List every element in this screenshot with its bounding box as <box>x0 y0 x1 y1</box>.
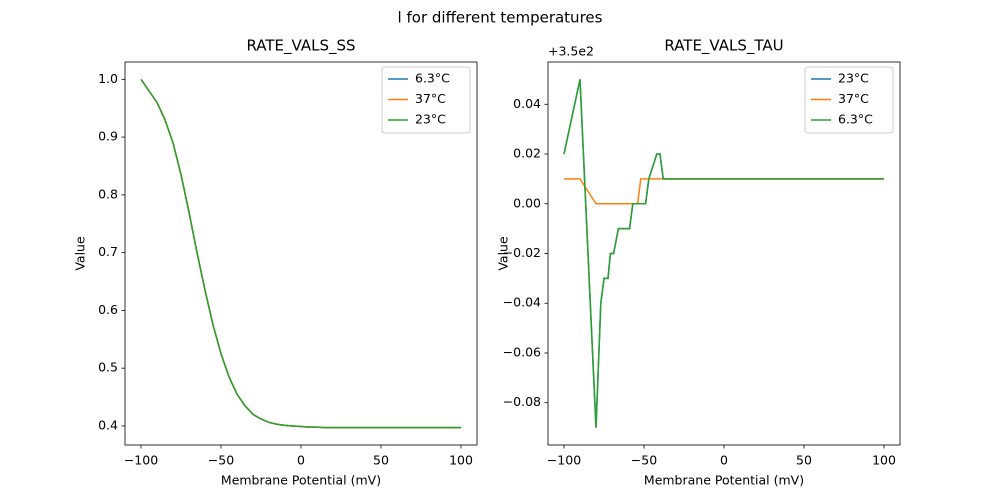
series-line <box>140 78 461 429</box>
x-tick-label: 0 <box>720 453 728 468</box>
y-offset-label: +3.5e2 <box>548 44 594 59</box>
y-tick-label: −0.06 <box>503 344 541 359</box>
legend-label: 6.3°C <box>838 112 873 127</box>
y-tick-label: 0.8 <box>98 186 118 201</box>
x-tick-label: −50 <box>631 453 657 468</box>
series-line <box>564 178 884 205</box>
axes-title: RATE_VALS_SS <box>246 37 355 56</box>
y-tick-label: 0.4 <box>98 417 118 432</box>
y-tick-label: 0.9 <box>98 129 118 144</box>
x-tick-label: −100 <box>547 453 581 468</box>
x-tick-label: 100 <box>872 453 896 468</box>
y-tick-label: 0.7 <box>98 244 118 259</box>
legend-label: 37°C <box>838 91 869 106</box>
y-tick-label: −0.02 <box>503 245 541 260</box>
x-tick-label: −50 <box>208 453 234 468</box>
x-axis-label: Membrane Potential (mV) <box>221 473 381 488</box>
axes-frame <box>124 61 478 446</box>
y-tick-label: 0.04 <box>513 96 541 111</box>
x-tick-label: 50 <box>796 453 812 468</box>
x-tick-label: −100 <box>124 453 158 468</box>
axes-title: RATE_VALS_TAU <box>664 37 783 56</box>
x-tick-label: 100 <box>449 453 473 468</box>
y-tick-label: 0.5 <box>98 360 118 375</box>
y-tick-label: 0.00 <box>513 195 541 210</box>
x-axis-label: Membrane Potential (mV) <box>644 473 804 488</box>
y-tick-label: 0.6 <box>98 302 118 317</box>
y-tick-label: 0.02 <box>513 146 541 161</box>
figure-title: l for different temperatures <box>398 9 603 27</box>
legend-label: 23°C <box>838 71 869 86</box>
axes-frame <box>547 61 901 446</box>
legend-label: 37°C <box>415 91 446 106</box>
y-tick-label: −0.04 <box>503 295 541 310</box>
y-axis-label: Value <box>496 236 511 271</box>
legend-box <box>381 66 471 134</box>
y-tick-label: −0.08 <box>503 394 541 409</box>
series-line <box>563 79 884 428</box>
legend-box <box>804 66 894 134</box>
y-axis-label: Value <box>73 236 88 271</box>
x-tick-label: 50 <box>373 453 389 468</box>
x-tick-label: 0 <box>297 453 305 468</box>
legend-label: 23°C <box>415 112 446 127</box>
legend-label: 6.3°C <box>415 71 450 86</box>
y-tick-label: 1.0 <box>98 71 118 86</box>
